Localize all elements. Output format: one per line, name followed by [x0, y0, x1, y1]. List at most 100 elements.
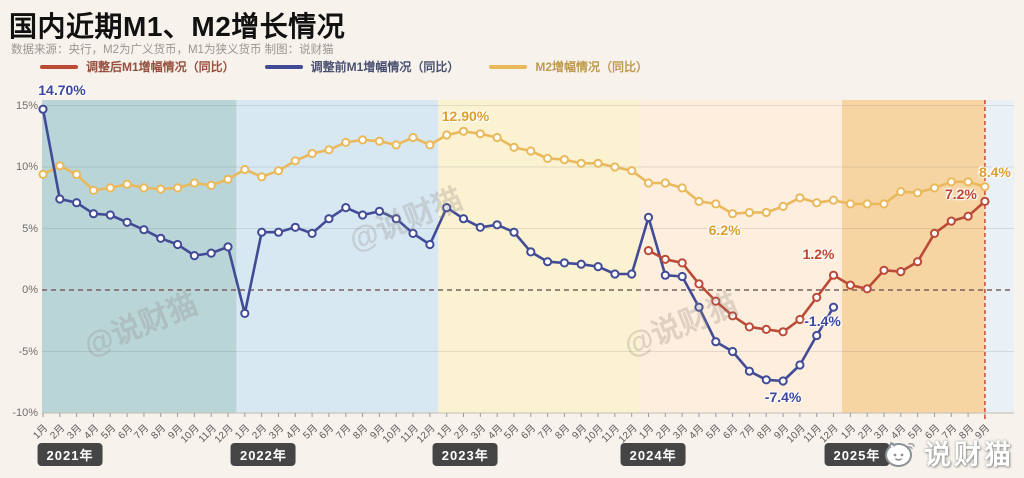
data-point-m1-pre-adjust: [307, 228, 317, 238]
data-point-m2: [358, 135, 368, 145]
data-point-m2: [425, 140, 435, 150]
data-point-m1-adjusted: [761, 324, 771, 334]
data-point-m1-pre-adjust: [240, 308, 250, 318]
data-point-m1-pre-adjust: [677, 271, 687, 282]
data-point-m1-adjusted: [845, 280, 856, 290]
data-point-m1-pre-adjust: [576, 259, 586, 269]
data-point-m1-adjusted: [694, 279, 704, 289]
data-point-m2: [290, 156, 300, 166]
data-point-m2: [105, 183, 115, 193]
data-point-m1-pre-adjust: [55, 194, 65, 204]
legend-item-0[interactable]: 调整后M1增幅情况（同比）: [40, 58, 235, 75]
page-subtitle: 数据来源：央行，M2为广义货币，M1为狭义货币 制图：说财猫: [11, 44, 334, 56]
data-point-m2: [610, 162, 620, 172]
y-tick-label: 10%: [15, 161, 38, 173]
data-point-m2: [963, 177, 973, 187]
data-point-m2: [627, 166, 637, 176]
data-point-m2: [643, 178, 654, 188]
data-point-m1-pre-adjust: [728, 346, 738, 357]
data-point-m2: [879, 199, 889, 209]
annotation-label: -1.4%: [804, 313, 841, 330]
annotation-label: 8.4%: [978, 163, 1011, 180]
data-point-m2: [38, 169, 48, 179]
data-point-m1-pre-adjust: [324, 214, 334, 224]
legend-swatch: [264, 64, 303, 69]
data-point-m2: [307, 148, 317, 159]
data-point-m1-adjusted: [711, 296, 721, 306]
data-point-m1-pre-adjust: [660, 270, 670, 280]
data-point-m1-pre-adjust: [391, 214, 401, 224]
data-point-m1-pre-adjust: [627, 269, 637, 279]
data-point-m1-pre-adjust: [778, 376, 788, 386]
data-point-m1-pre-adjust: [475, 222, 485, 232]
data-point-m1-pre-adjust: [139, 225, 149, 235]
data-point-m2: [139, 183, 149, 193]
legend-label: 调整后M1增幅情况（同比）: [86, 60, 235, 74]
legend: 调整后M1增幅情况（同比） 调整前M1增幅情况（同比） M2增幅情况（同比）: [40, 58, 648, 75]
data-point-m1-adjusted: [946, 216, 956, 226]
data-point-m2: [828, 195, 839, 205]
y-tick-label: 15%: [15, 99, 38, 112]
annotation-label: 7.2%: [944, 186, 977, 203]
data-point-m2: [458, 126, 469, 136]
data-point-m1-pre-adjust: [593, 262, 603, 272]
data-point-m2: [374, 136, 384, 146]
data-point-m2: [677, 183, 687, 193]
data-point-m1-pre-adjust: [744, 366, 755, 376]
data-point-m2: [223, 174, 233, 184]
data-point-m1-adjusted: [778, 327, 788, 337]
year-badge-2021年: 2021年: [37, 443, 103, 466]
brand-logo-text: 说财猫: [924, 440, 1014, 470]
legend-item-2[interactable]: M2增幅情况（同比）: [489, 58, 648, 75]
data-point-m1-adjusted: [913, 257, 923, 267]
data-point-m2: [324, 145, 334, 155]
after-band: [984, 100, 1014, 413]
data-point-m1-pre-adjust: [374, 206, 384, 216]
data-point-m2: [408, 132, 418, 143]
data-point-m2: [509, 142, 519, 152]
data-point-m1-adjusted: [828, 270, 839, 280]
data-point-m2: [761, 207, 771, 218]
data-point-m1-adjusted: [795, 314, 805, 325]
data-point-m1-pre-adjust: [425, 239, 435, 250]
data-point-m2: [929, 183, 940, 193]
data-point-m2: [862, 199, 872, 209]
data-point-m2: [475, 129, 485, 139]
data-point-m2: [492, 132, 502, 143]
data-point-m1-pre-adjust: [828, 302, 839, 312]
year-band-2025年: [841, 100, 985, 413]
data-point-m1-pre-adjust: [72, 198, 82, 208]
annotation-label: -7.4%: [764, 389, 802, 406]
data-point-m1-pre-adjust: [526, 247, 536, 257]
year-badge-2024年: 2024年: [620, 443, 686, 466]
data-point-m1-pre-adjust: [543, 257, 553, 267]
data-point-m1-pre-adjust: [173, 239, 183, 250]
data-point-m1-pre-adjust: [341, 203, 351, 213]
data-point-m1-pre-adjust: [273, 227, 284, 237]
data-point-m2: [980, 182, 990, 192]
data-point-m1-adjusted: [660, 254, 670, 264]
data-point-m1-adjusted: [812, 292, 822, 302]
data-point-m1-pre-adjust: [156, 233, 166, 243]
data-point-m1-pre-adjust: [223, 242, 233, 252]
data-point-m1-pre-adjust: [206, 248, 216, 258]
year-badge-2023年: 2023年: [432, 443, 498, 466]
legend-item-1[interactable]: 调整前M1增幅情况（同比）: [264, 58, 459, 75]
y-tick-label: -5%: [18, 345, 38, 358]
data-point-m1-pre-adjust: [643, 212, 654, 222]
year-band-2022年: [236, 100, 439, 413]
data-point-m2: [173, 183, 183, 193]
data-point-m1-pre-adjust: [257, 227, 267, 237]
data-point-m1-pre-adjust: [105, 210, 115, 220]
data-point-m2: [543, 153, 553, 163]
data-point-m1-adjusted: [862, 284, 872, 294]
data-point-m2: [576, 158, 586, 168]
data-point-m2: [593, 158, 603, 168]
legend-label: M2增幅情况（同比）: [535, 60, 649, 74]
y-tick-label: 5%: [22, 222, 38, 235]
data-point-m2: [728, 209, 738, 219]
data-point-m2: [341, 137, 351, 147]
annotation-label: 12.90%: [441, 108, 490, 125]
